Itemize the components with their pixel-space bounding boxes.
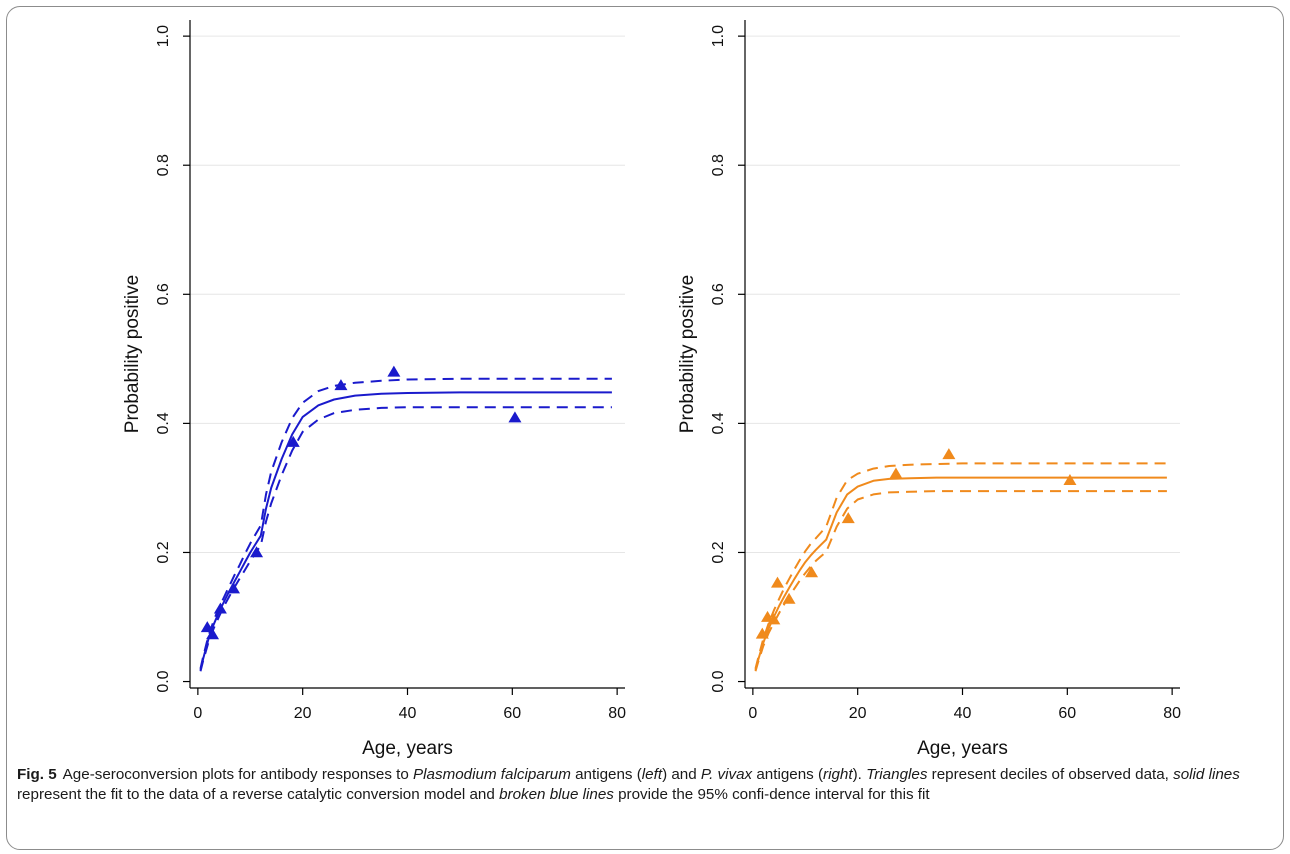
x-axis-title: Age, years — [917, 738, 1008, 759]
caption-segment: P. vivax — [700, 766, 753, 783]
y-tick-label: 0.4 — [710, 412, 727, 434]
ci-upper-line — [754, 462, 1167, 669]
caption-text: Age-seroconversion plots for antibody re… — [17, 766, 1240, 803]
x-tick-label: 20 — [849, 705, 867, 722]
x-axis-title: Age, years — [362, 738, 453, 759]
caption-segment: represent deciles of observed data, — [927, 766, 1174, 783]
ci-upper-line — [199, 377, 612, 669]
y-tick-label: 0.8 — [710, 154, 727, 176]
figure-plots: 0.0 0.2 0.4 0.6 0.8 1.0 0 20 40 60 80 Age, years Pro… — [122, 20, 1181, 759]
observed-triangle — [286, 435, 300, 447]
y-tick-label: 0.2 — [155, 541, 172, 563]
observed-triangle — [841, 512, 855, 524]
figure-label: Fig. 5 — [17, 766, 57, 783]
caption-segment: left — [641, 766, 663, 783]
caption-segment: antigens ( — [752, 766, 824, 783]
observed-triangle — [889, 467, 903, 479]
caption-segment: broken blue lines — [499, 786, 614, 803]
caption-segment: Plasmodium falciparum — [413, 766, 571, 783]
x-tick-label: 40 — [399, 705, 417, 722]
y-tick-label: 1.0 — [710, 25, 727, 47]
caption-segment: right — [823, 766, 853, 783]
y-axis-title: Probability positive — [122, 275, 143, 433]
chart-panel-right: 0.0 0.2 0.4 0.6 0.8 1.0 0 20 40 60 80 Age, years Pro… — [677, 20, 1181, 759]
caption-segment: provide the 95% confi-dence interval for… — [613, 786, 930, 803]
fit-line — [754, 476, 1167, 671]
observed-triangle — [805, 566, 819, 578]
figure-caption: Fig. 5 Age-seroconversion plots for antib… — [17, 765, 1279, 805]
x-tick-label: 0 — [748, 705, 757, 722]
x-tick-label: 0 — [193, 705, 202, 722]
caption-segment: Age-seroconversion plots for antibody re… — [62, 766, 414, 783]
observed-triangle — [770, 576, 784, 588]
y-tick-label: 0.0 — [155, 670, 172, 692]
x-tick-label: 60 — [1058, 705, 1076, 722]
observed-triangle — [508, 411, 522, 423]
x-tick-label: 60 — [503, 705, 521, 722]
ci-lower-line — [754, 490, 1167, 672]
caption-segment: antigens ( — [570, 766, 642, 783]
caption-segment: ) and — [662, 766, 701, 783]
y-tick-label: 0.2 — [710, 541, 727, 563]
caption-segment: Triangles — [866, 766, 928, 783]
x-tick-label: 40 — [954, 705, 972, 722]
x-tick-label: 80 — [1163, 705, 1181, 722]
caption-segment: ). — [852, 766, 867, 783]
y-tick-label: 1.0 — [155, 25, 172, 47]
x-tick-label: 80 — [608, 705, 626, 722]
y-tick-label: 0.8 — [155, 154, 172, 176]
y-tick-label: 0.6 — [155, 283, 172, 305]
caption-segment: solid lines — [1173, 766, 1240, 783]
y-tick-label: 0.4 — [155, 412, 172, 434]
y-axis-title: Probability positive — [677, 275, 698, 433]
figure-frame — [6, 6, 1284, 850]
caption-segment: represent the fit to the data of a rever… — [17, 786, 500, 803]
ci-lower-line — [199, 406, 612, 672]
fit-line — [199, 391, 612, 671]
observed-triangle — [1063, 474, 1077, 486]
y-tick-label: 0.6 — [710, 283, 727, 305]
chart-panel-left: 0.0 0.2 0.4 0.6 0.8 1.0 0 20 40 60 80 Age, years Pro… — [122, 20, 626, 759]
observed-triangle — [942, 448, 956, 460]
observed-triangle — [387, 365, 401, 377]
x-tick-label: 20 — [294, 705, 312, 722]
y-tick-label: 0.0 — [710, 670, 727, 692]
